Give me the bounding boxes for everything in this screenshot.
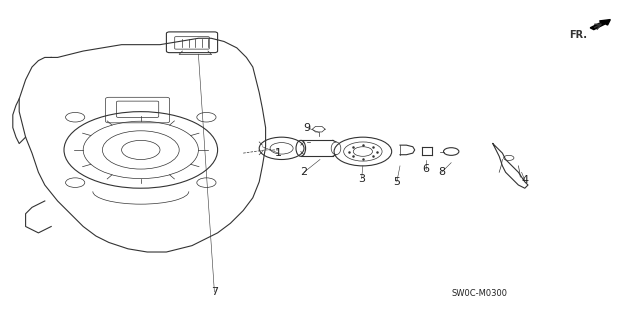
FancyArrow shape [590, 19, 611, 30]
Text: 7: 7 [211, 287, 218, 297]
Text: SW0C-M0300: SW0C-M0300 [452, 289, 508, 298]
Text: 2: 2 [300, 167, 308, 177]
Text: 8: 8 [438, 167, 445, 177]
Text: 3: 3 [358, 174, 365, 184]
Text: 9: 9 [303, 122, 311, 133]
Text: 1: 1 [275, 148, 282, 158]
Text: 6: 6 [422, 164, 429, 174]
Text: 4: 4 [521, 175, 529, 185]
Text: 5: 5 [394, 177, 400, 187]
Text: FR.: FR. [570, 30, 588, 40]
